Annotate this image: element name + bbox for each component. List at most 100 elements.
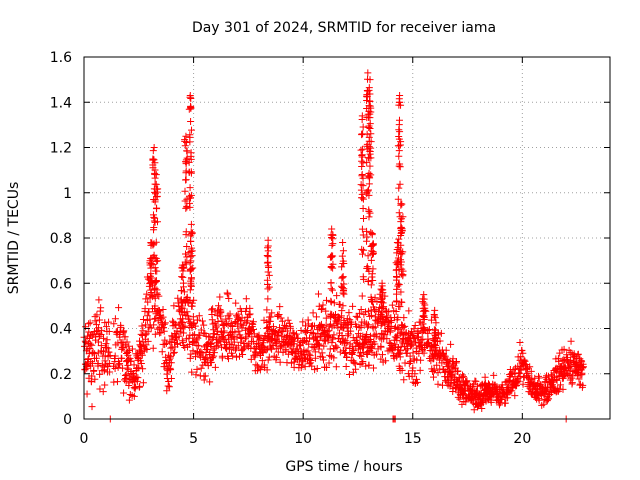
x-tick-label: 15 — [404, 431, 422, 447]
data-point — [102, 340, 110, 348]
data-point — [511, 392, 519, 400]
data-point — [91, 350, 99, 358]
data-point — [339, 286, 347, 294]
data-point — [264, 247, 272, 255]
data-point — [181, 187, 189, 195]
data-point — [332, 342, 340, 350]
data-point — [434, 380, 442, 388]
y-tick-label: 1 — [63, 186, 72, 202]
data-point — [414, 378, 422, 386]
data-point — [546, 388, 554, 396]
data-point — [230, 338, 238, 346]
data-point — [97, 331, 105, 339]
data-point — [125, 396, 133, 404]
data-point — [387, 327, 395, 335]
data-point — [122, 341, 130, 349]
y-axis: 0 0.2 0.4 0.6 0.8 1 1.2 1.4 1.6 — [50, 50, 610, 428]
data-point — [365, 361, 373, 369]
data-point — [249, 325, 257, 333]
data-point — [327, 279, 335, 287]
data-point — [285, 319, 293, 327]
data-point — [246, 310, 254, 318]
data-point — [366, 162, 374, 170]
data-point — [392, 276, 400, 284]
data-point — [368, 250, 376, 258]
data-point — [364, 348, 372, 356]
data-point — [419, 320, 427, 328]
data-point — [527, 367, 535, 375]
data-point — [178, 286, 186, 294]
data-point — [115, 304, 123, 312]
data-point — [307, 357, 315, 365]
data-point — [360, 214, 368, 222]
data-point — [342, 362, 350, 370]
x-tick-label: 5 — [189, 431, 198, 447]
data-point — [394, 195, 402, 203]
data-point — [136, 382, 144, 390]
data-point — [364, 69, 372, 77]
data-point — [161, 336, 169, 344]
data-point — [421, 301, 429, 309]
data-point — [519, 380, 527, 388]
data-point — [137, 342, 145, 350]
data-point — [183, 253, 191, 261]
data-point — [160, 324, 167, 332]
data-point — [265, 333, 273, 341]
data-point — [395, 235, 403, 243]
data-point — [215, 337, 223, 345]
data-point — [255, 364, 263, 372]
data-point — [217, 309, 225, 317]
data-point — [357, 352, 365, 360]
data-point — [264, 295, 272, 303]
data-point — [364, 252, 372, 260]
data-point — [449, 355, 457, 363]
data-point — [183, 308, 191, 316]
data-point — [236, 352, 244, 360]
data-point — [398, 366, 406, 374]
data-point — [367, 306, 375, 314]
data-point — [393, 245, 401, 253]
data-point — [211, 363, 219, 371]
data-point — [338, 274, 346, 282]
data-point — [463, 377, 471, 385]
data-point — [396, 128, 404, 136]
data-point — [188, 299, 196, 307]
data-point — [111, 315, 119, 323]
data-point — [309, 309, 317, 317]
data-point — [308, 362, 316, 370]
data-point — [452, 358, 460, 366]
data-point — [193, 365, 201, 373]
data-point — [242, 295, 250, 303]
data-point — [359, 250, 367, 258]
data-point — [338, 252, 346, 260]
data-point — [579, 363, 587, 371]
data-point — [516, 372, 524, 380]
data-point — [358, 225, 366, 233]
data-point — [90, 366, 98, 374]
data-point — [312, 313, 320, 321]
data-point — [149, 155, 157, 163]
data-point — [179, 279, 187, 287]
data-point — [88, 341, 96, 349]
data-point — [310, 322, 318, 330]
data-point — [159, 305, 167, 313]
data-point — [420, 324, 428, 332]
data-point — [379, 313, 387, 321]
data-point — [431, 350, 439, 358]
data-point — [278, 317, 286, 325]
data-point — [340, 316, 348, 324]
data-point — [276, 324, 284, 332]
data-point — [116, 360, 124, 368]
data-point — [255, 331, 263, 339]
data-point — [394, 259, 402, 267]
data-point — [525, 372, 533, 380]
data-point — [201, 354, 209, 362]
data-point — [358, 359, 366, 367]
data-point — [264, 258, 272, 266]
data-point — [147, 260, 155, 268]
data-point — [400, 314, 408, 322]
y-axis-label: SRMTID / TECUs — [6, 182, 22, 295]
data-point — [190, 319, 198, 327]
data-point — [382, 357, 390, 365]
